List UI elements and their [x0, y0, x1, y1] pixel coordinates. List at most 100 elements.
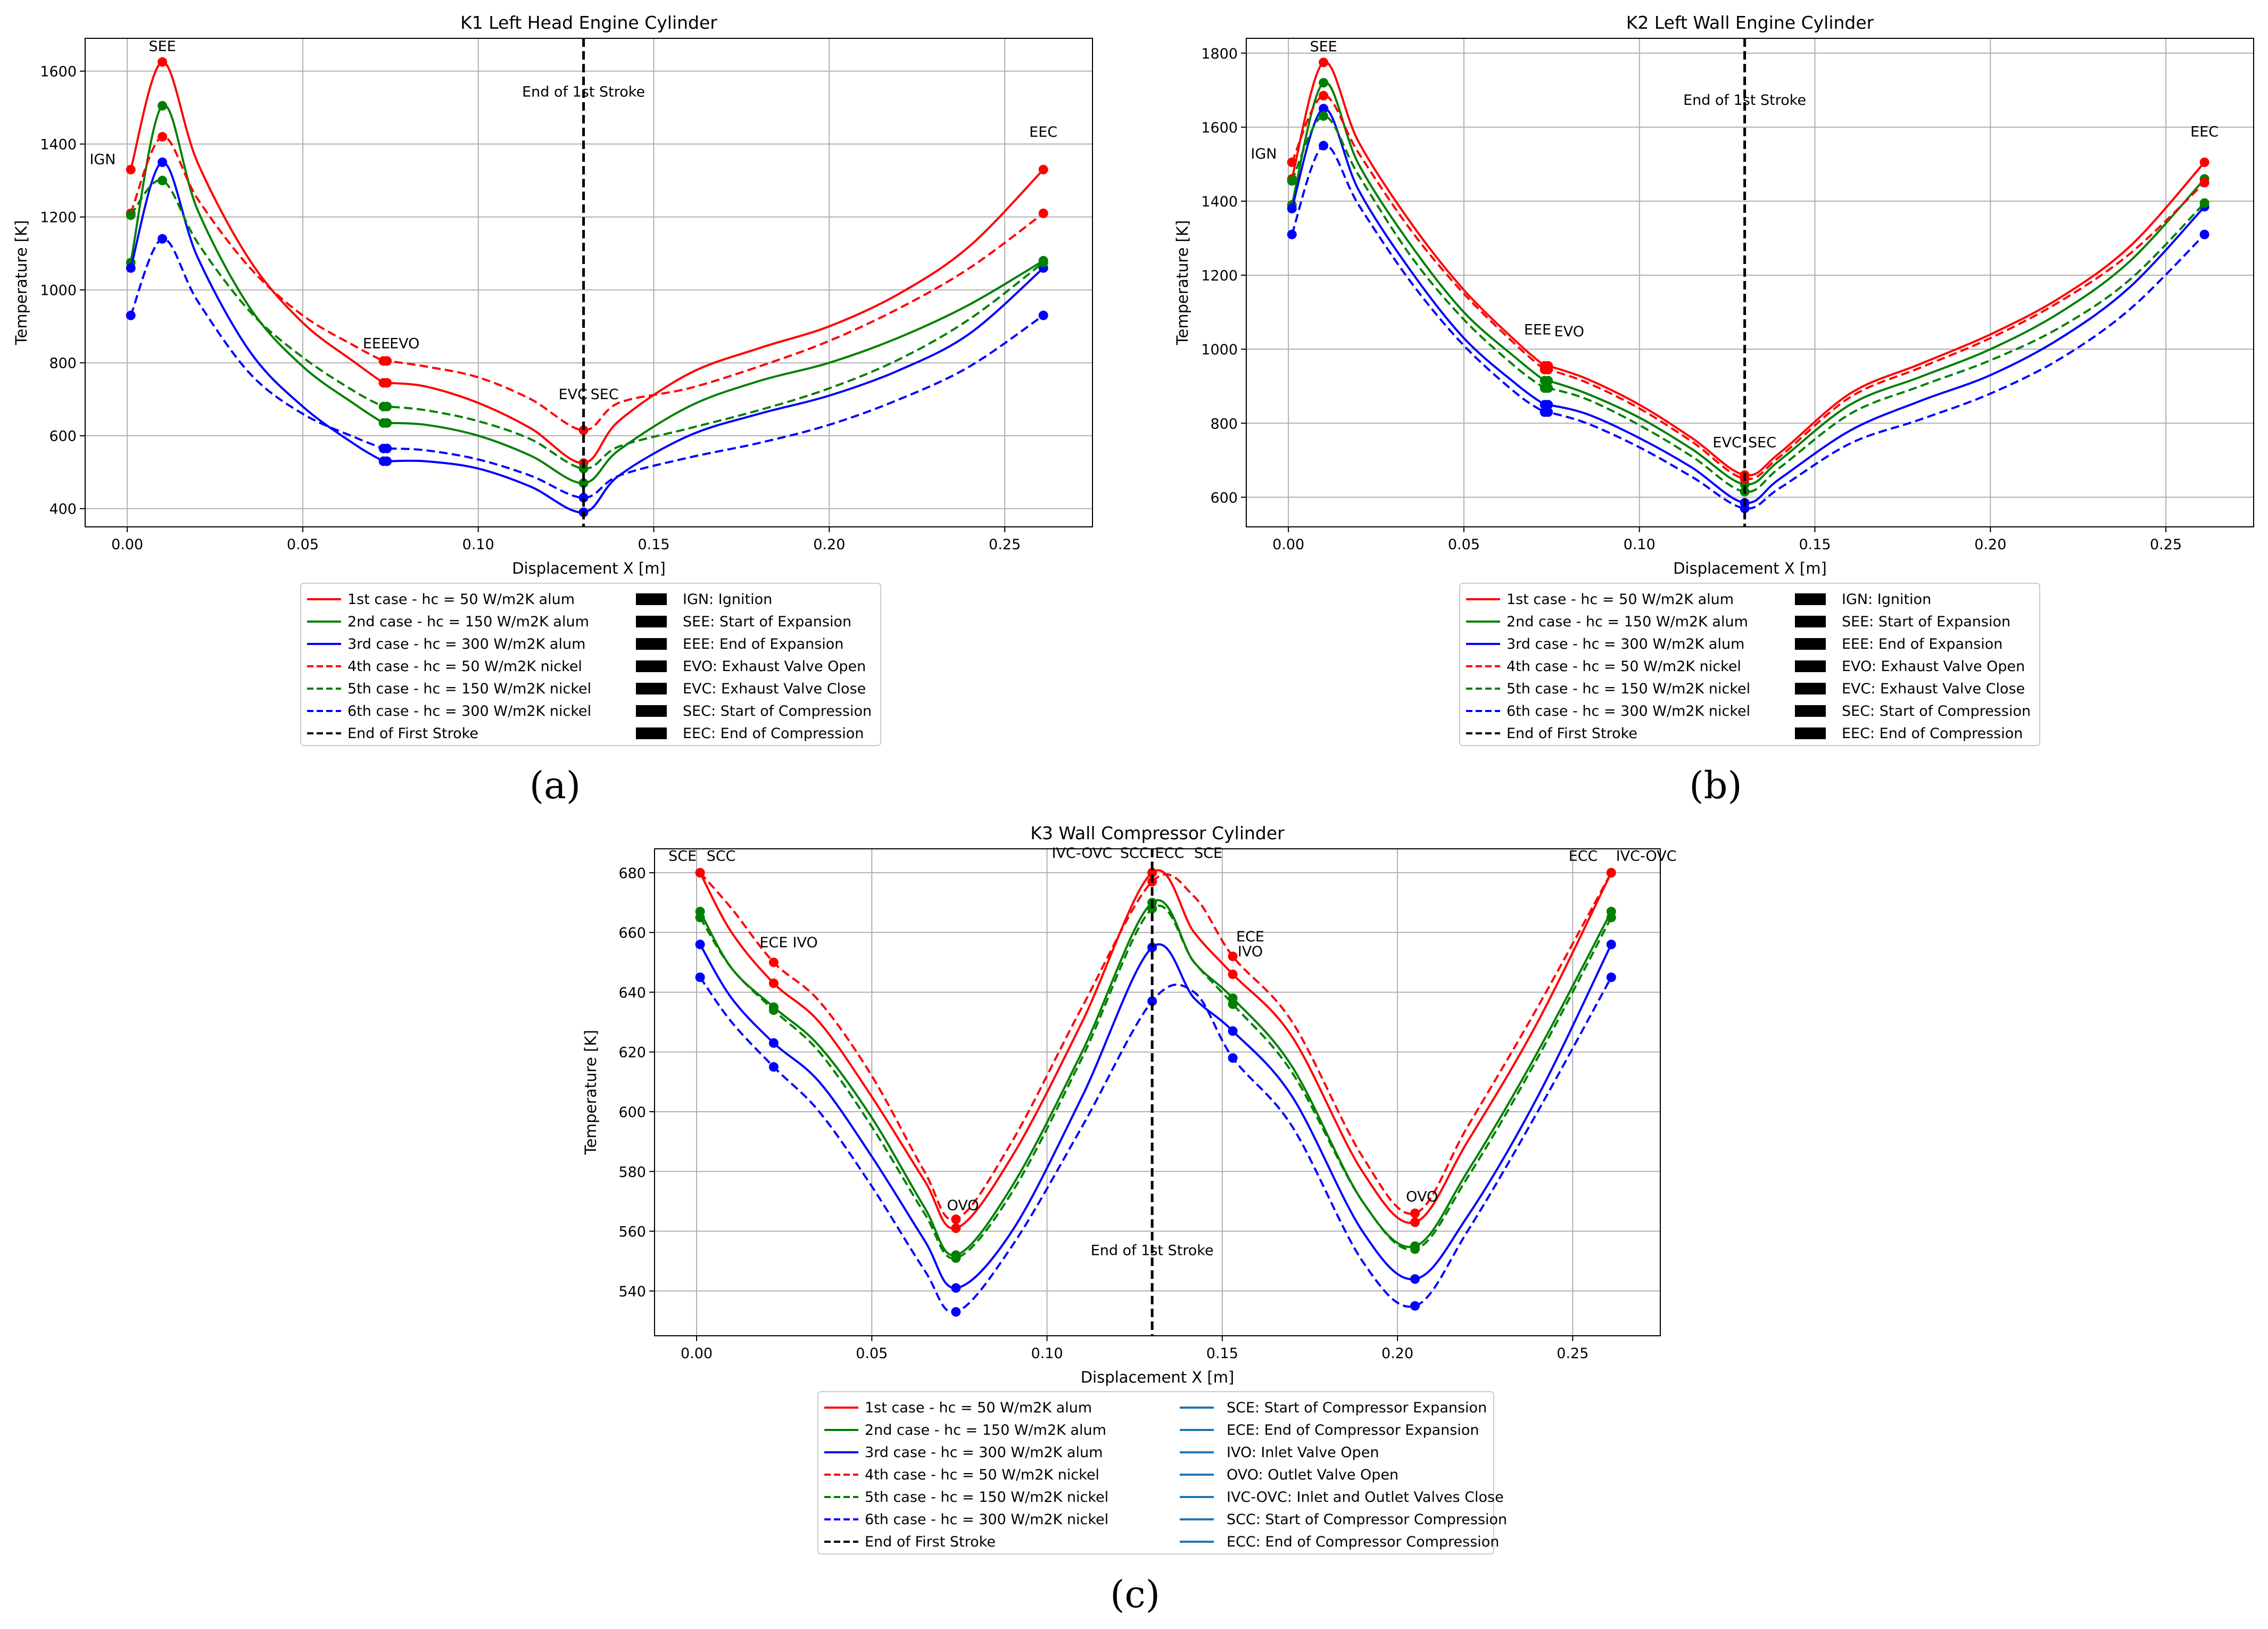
legend-key-label: SEC: Start of Compression — [1842, 703, 2031, 720]
plot-area — [85, 38, 1092, 527]
y-tick-label: 1000 — [40, 283, 77, 299]
legend-label: 6th case - hc = 300 W/m2K nickel — [865, 1511, 1108, 1528]
legend-label: 1st case - hc = 50 W/m2K alum — [347, 591, 575, 608]
series-line-4 — [1290, 94, 2206, 481]
legend-label: 2nd case - hc = 150 W/m2K alum — [865, 1422, 1106, 1438]
x-tick-label: 0.20 — [813, 536, 845, 553]
legend-label: 5th case - hc = 150 W/m2K nickel — [347, 681, 591, 697]
legend-label: 2nd case - hc = 150 W/m2K alum — [1507, 614, 1748, 630]
x-tick-label: 0.00 — [1272, 536, 1304, 553]
legend-key-label: EVC: Exhaust Valve Close — [1842, 681, 2025, 697]
y-tick-label: 800 — [49, 355, 77, 372]
x-tick-label: 0.15 — [1799, 536, 1831, 553]
data-point — [1319, 111, 1329, 121]
data-point — [951, 1253, 961, 1263]
legend-key-label: ECE: End of Compressor Expansion — [1227, 1422, 1479, 1438]
annotation-label: IVO — [1238, 944, 1263, 960]
legend-key-block — [1795, 727, 1826, 739]
plot-frame — [85, 38, 1093, 527]
x-tick-label: 0.10 — [462, 536, 494, 553]
legend-label: 6th case - hc = 300 W/m2K nickel — [347, 703, 591, 720]
data-point — [1147, 867, 1157, 878]
legend-key-block — [1795, 638, 1826, 650]
data-point — [768, 1005, 779, 1015]
y-tick-label: 620 — [618, 1045, 646, 1061]
annotation-label: ECE — [759, 935, 788, 951]
data-point — [1287, 157, 1297, 167]
y-tick-label: 1800 — [1201, 46, 1238, 62]
legend-key-label: SEE: Start of Expansion — [1842, 614, 2010, 630]
legend-key-label: EEC: End of Compression — [1842, 725, 2023, 742]
data-point — [951, 1214, 961, 1225]
grid — [655, 849, 1660, 1336]
data-point — [382, 356, 392, 366]
annotation-label: EEE — [363, 335, 390, 352]
annotation-label: EEC — [2190, 123, 2219, 140]
series-line-1 — [699, 869, 1612, 1230]
data-point — [1543, 376, 1553, 386]
data-point — [1038, 208, 1048, 218]
legend-key-label: IGN: Ignition — [683, 591, 772, 608]
chart-panel-1: 0.00 0.05 0.10 0.15 0.20 0.25 400 600 800 1000 120… — [12, 12, 1093, 746]
series-line-2 — [699, 899, 1612, 1256]
annotation-label: SCE — [668, 848, 697, 864]
legend-key-block — [636, 705, 667, 717]
y-tick-label: 600 — [1210, 490, 1238, 506]
legend: 1st case - hc = 50 W/m2K alum 2nd case - … — [817, 1391, 1507, 1554]
legend-key-block — [636, 727, 667, 739]
annotation-label: EVC — [559, 386, 587, 403]
legend-key-label: SEC: Start of Compression — [683, 703, 872, 720]
legend-key-label: EVO: Exhaust Valve Open — [683, 658, 866, 675]
data-point — [1410, 1244, 1420, 1254]
legend-label: 1st case - hc = 50 W/m2K alum — [1507, 591, 1734, 608]
x-tick-label: 0.25 — [1557, 1345, 1588, 1362]
legend-key-label: IGN: Ignition — [1842, 591, 1931, 608]
legend-label: 3rd case - hc = 300 W/m2K alum — [1507, 636, 1744, 652]
annotation-label: EVC — [1712, 434, 1741, 451]
annotation-label: IVO — [793, 935, 818, 951]
data-point — [1410, 1217, 1420, 1227]
plot-area — [655, 849, 1660, 1336]
legend-label: 4th case - hc = 50 W/m2K nickel — [865, 1467, 1099, 1483]
series-line-6 — [1290, 144, 2206, 510]
y-tick-label: 600 — [49, 428, 77, 445]
legend-key-block — [636, 683, 667, 694]
data-point — [578, 478, 589, 488]
y-axis-label: Temperature [K] — [582, 1030, 600, 1155]
annotation-label: EVO — [390, 335, 419, 352]
data-point — [1606, 867, 1616, 878]
data-point — [382, 378, 392, 388]
y-tick-label: 1200 — [40, 210, 77, 226]
series-line-3 — [129, 161, 1045, 514]
chart-panel-2: 0.00 0.05 0.10 0.15 0.20 0.25 600 800 1000 1200 14… — [1173, 12, 2254, 746]
grid — [85, 38, 1092, 527]
legend-key-label: EEE: End of Expansion — [1842, 636, 2002, 652]
annotation-label: ECC — [1155, 845, 1185, 862]
annotation-label: IVC-OVC — [1616, 848, 1677, 864]
annotation-label: IVC-OVC — [1052, 845, 1112, 862]
data-point — [1287, 229, 1297, 239]
data-point — [1543, 400, 1553, 410]
legend-key-label: EEE: End of Expansion — [683, 636, 843, 652]
legend-key-label: SCE: Start of Compressor Expansion — [1227, 1400, 1487, 1416]
data-point — [1038, 258, 1048, 268]
annotation-label: SCC — [707, 848, 736, 864]
annotation-label: IGN — [1251, 146, 1277, 162]
data-point — [768, 957, 779, 968]
annotation-label: ECE — [1236, 929, 1264, 945]
legend-label: 1st case - hc = 50 W/m2K alum — [865, 1400, 1092, 1416]
legend-key-label: SEE: Start of Expansion — [683, 614, 851, 630]
data-point — [126, 263, 136, 273]
data-point — [578, 493, 589, 503]
annotation-label: EVO — [1554, 324, 1584, 340]
legend-key-label: EEC: End of Compression — [683, 725, 864, 742]
x-tick-label: 0.10 — [1624, 536, 1656, 553]
data-point — [1319, 104, 1329, 114]
x-tick-label: 0.25 — [2150, 536, 2182, 553]
x-tick-label: 0.05 — [287, 536, 319, 553]
data-point — [2199, 229, 2209, 239]
legend-key-label: ECC: End of Compressor Compression — [1227, 1534, 1499, 1550]
data-point — [578, 425, 589, 435]
series-line-4 — [129, 135, 1044, 432]
